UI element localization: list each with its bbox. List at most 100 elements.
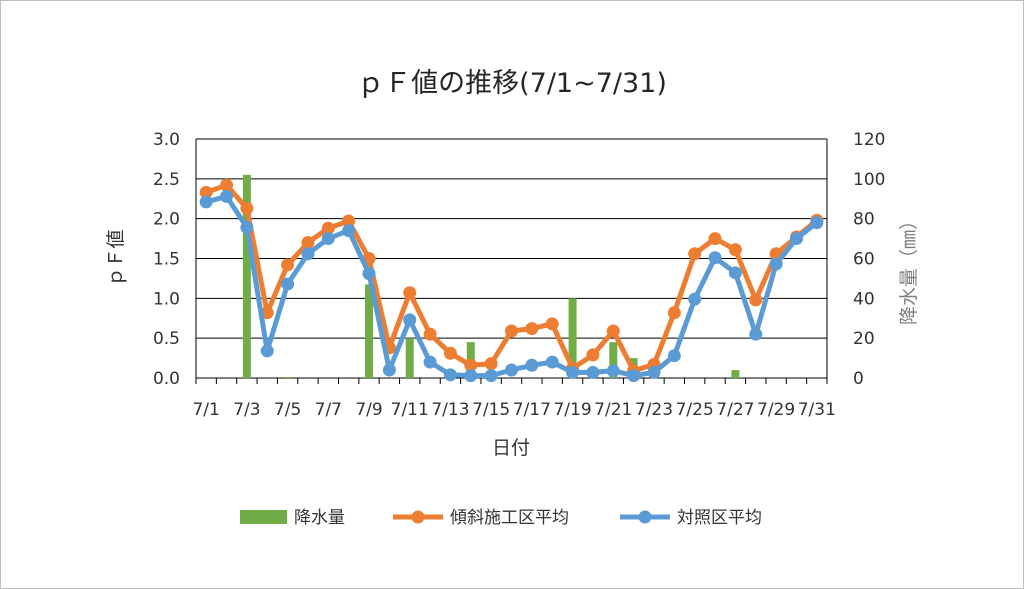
legend-swatch-precipitation xyxy=(240,510,287,524)
y-left-tick-label: 1.0 xyxy=(153,289,180,309)
slope-avg-point xyxy=(667,306,681,320)
slope-avg-point xyxy=(728,243,742,257)
slope-avg-point xyxy=(199,185,213,199)
control-avg-point xyxy=(362,267,376,281)
y-left-tick-label: 3.0 xyxy=(153,130,180,150)
x-tick-label: 7/21 xyxy=(594,400,632,420)
x-tick-label: 7/11 xyxy=(391,400,429,420)
y-left-tick-label: 2.0 xyxy=(153,210,180,230)
slope-avg-point xyxy=(505,324,518,338)
y-right-tick-label: 60 xyxy=(853,250,875,270)
control-avg-point xyxy=(647,365,661,379)
x-tick-label: 7/1 xyxy=(192,400,219,420)
y-axis-right-title: 降水量（㎜） xyxy=(898,211,920,325)
legend-marker-control-avg xyxy=(638,510,652,524)
control-avg-point xyxy=(545,355,559,369)
control-avg-point xyxy=(505,363,518,377)
x-tick-label: 7/7 xyxy=(315,400,342,420)
x-tick-label: 7/19 xyxy=(553,400,591,420)
x-tick-label: 7/29 xyxy=(757,400,795,420)
control-avg-point xyxy=(423,355,437,369)
legend: 降水量 傾斜施工区平均 対照区平均 xyxy=(240,508,762,528)
control-avg-point xyxy=(321,232,335,246)
y-left-tick-label: 1.5 xyxy=(153,250,180,270)
control-avg-point xyxy=(586,365,600,379)
control-avg-point xyxy=(240,220,254,234)
x-tick-label: 7/25 xyxy=(676,400,714,420)
legend-label-slope-avg: 傾斜施工区平均 xyxy=(450,508,569,528)
control-avg-point xyxy=(484,369,498,383)
x-tick-label: 7/31 xyxy=(798,400,836,420)
slope-avg-point xyxy=(586,348,600,362)
legend-label-control-avg: 対照区平均 xyxy=(677,508,762,528)
x-tick-label: 7/17 xyxy=(513,400,551,420)
x-tick-label: 7/23 xyxy=(635,400,673,420)
x-tick-label: 7/9 xyxy=(355,400,382,420)
control-avg-point xyxy=(281,277,295,291)
control-avg-point xyxy=(443,368,457,382)
gridlines xyxy=(196,138,827,379)
y-right-tick-label: 20 xyxy=(853,329,875,349)
x-axis-title: 日付 xyxy=(492,437,530,459)
slope-avg-point xyxy=(525,322,539,336)
slope-avg-point xyxy=(281,258,295,272)
y-left-tick-label: 0.5 xyxy=(153,329,180,349)
control-avg-point xyxy=(525,358,539,372)
slope-avg-point xyxy=(240,201,254,215)
control-avg-point xyxy=(260,344,274,358)
y-axis-left-title: ｐＦ値 xyxy=(105,229,127,286)
control-avg-line xyxy=(205,193,819,379)
slope-avg-point xyxy=(301,236,315,250)
control-avg-point xyxy=(789,232,803,246)
slope-avg-point xyxy=(321,221,335,235)
x-tick-label: 7/5 xyxy=(274,400,301,420)
slope-avg-point xyxy=(220,178,234,192)
slope-avg-point xyxy=(260,306,274,320)
slope-avg-point xyxy=(749,293,763,307)
precipitation-bar xyxy=(283,377,292,378)
y-right-tick-label: 0 xyxy=(853,369,864,389)
control-avg-point xyxy=(382,363,396,377)
control-avg-point xyxy=(728,266,742,280)
slope-avg-point xyxy=(464,358,478,372)
pf-lines xyxy=(199,178,824,383)
control-avg-point xyxy=(769,257,783,271)
precipitation-bar xyxy=(365,284,374,378)
x-tick-label: 7/27 xyxy=(716,400,754,420)
slope-avg-point xyxy=(403,286,417,300)
slope-avg-point xyxy=(443,346,457,360)
control-avg-point xyxy=(403,313,417,327)
precipitation-bar xyxy=(731,370,740,378)
slope-avg-point xyxy=(342,214,356,228)
x-tick-label: 7/3 xyxy=(233,400,260,420)
control-avg-point xyxy=(810,216,824,230)
precipitation-bar xyxy=(405,338,414,378)
slope-avg-point xyxy=(688,247,702,261)
precipitation-bar xyxy=(242,174,251,378)
control-avg-point xyxy=(301,247,315,261)
y-right-tick-label: 120 xyxy=(853,130,885,150)
legend-label-precipitation: 降水量 xyxy=(294,508,345,528)
control-avg-point xyxy=(566,365,580,379)
slope-avg-point xyxy=(606,324,620,338)
x-tick-label: 7/15 xyxy=(472,400,510,420)
control-avg-point xyxy=(464,369,478,383)
precipitation-bars xyxy=(242,174,740,378)
y-left-tick-label: 2.5 xyxy=(153,170,180,190)
control-avg-point xyxy=(667,349,681,363)
slope-avg-point xyxy=(708,232,722,246)
control-avg-point xyxy=(199,195,213,209)
control-avg-point xyxy=(627,369,641,383)
slope-avg-point xyxy=(484,357,498,371)
legend-marker-slope-avg xyxy=(411,510,425,524)
precipitation-bar xyxy=(568,298,577,378)
control-avg-point xyxy=(688,292,702,306)
control-avg-point xyxy=(749,327,763,341)
precipitation-bar xyxy=(609,342,618,378)
control-avg-point xyxy=(220,189,234,203)
chart-title: ｐＦ値の推移(7/1~7/31) xyxy=(357,68,667,99)
control-avg-point xyxy=(342,224,356,238)
slope-avg-line xyxy=(205,182,819,374)
